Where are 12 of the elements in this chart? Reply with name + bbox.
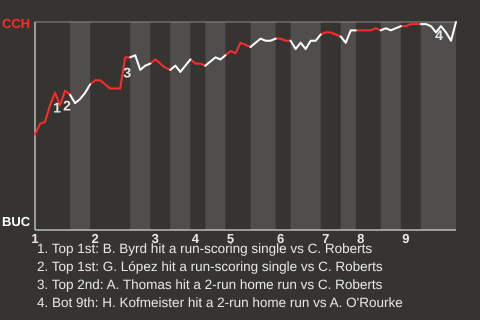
x-tick-label: 9 [402, 231, 410, 246]
text: 2. Top 1st: G. López hit a run-scoring single vs C. Roberts [37, 259, 383, 274]
annotation: 1 [53, 100, 62, 116]
text: 4. Bot 9th: H. Kofmeister hit a 2-run home run vs A. O'Rourke [37, 295, 403, 310]
text: CCH [2, 16, 30, 31]
text: BUC [2, 214, 31, 229]
annotation: 3 [123, 64, 132, 80]
annotation: 2 [63, 98, 72, 114]
text: 3. Top 2nd: A. Thomas hit a 2-run home run vs C. Roberts [37, 277, 383, 292]
x-tick-label: 1 [31, 231, 39, 246]
annotation: 4 [435, 26, 444, 43]
x-tick-label: 4 [192, 231, 200, 246]
